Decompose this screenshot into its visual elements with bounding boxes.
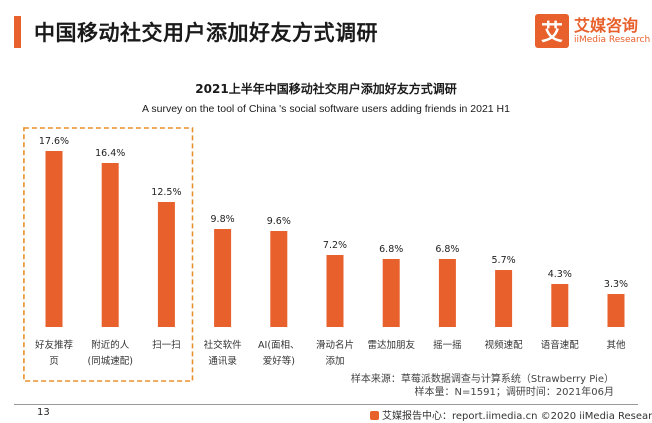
bar-10	[607, 294, 625, 327]
footer-brand-text: 艾媒报告中心：report.iimedia.cn ©2020 iiMedia R…	[382, 411, 652, 422]
value-label-8: 5.7%	[492, 255, 516, 266]
bar-0	[45, 151, 63, 327]
category-label-8-0: 视频速配	[485, 339, 524, 351]
bar-9	[551, 284, 569, 327]
category-label-2-0: 扫一扫	[152, 339, 181, 351]
value-label-4: 9.6%	[267, 216, 291, 227]
bar-8	[495, 270, 513, 327]
logo-cn-text: 艾媒咨询	[574, 16, 639, 35]
category-label-4-1: 爱好等)	[263, 355, 295, 367]
value-label-10: 3.3%	[604, 279, 628, 290]
category-label-6-0: 雷达加朋友	[367, 339, 415, 351]
category-label-0-1: 页	[49, 356, 59, 367]
iimedia-logo: 艾 艾媒咨询 iiMedia Research	[535, 12, 650, 56]
value-label-9: 4.3%	[548, 269, 572, 280]
footer-logo-icon	[370, 411, 379, 420]
title-accent-bar	[14, 16, 21, 48]
bar-7	[438, 259, 456, 327]
value-label-2: 12.5%	[151, 187, 181, 198]
category-label-5-1: 添加	[325, 356, 344, 367]
value-label-1: 16.4%	[95, 148, 125, 159]
bar-3	[214, 229, 232, 327]
page-title: 中国移动社交用户添加好友方式调研	[34, 21, 378, 45]
logo-mark-icon: 艾	[535, 14, 569, 48]
highlight-frame	[23, 127, 194, 382]
footer-brand: 艾媒报告中心：report.iimedia.cn ©2020 iiMedia R…	[370, 407, 652, 422]
source-sample-origin: 样本来源：草莓派数据调查与计算系统（Strawberry Pie）	[350, 374, 614, 385]
footer-divider	[14, 404, 638, 405]
category-label-1-0: 附近的人	[91, 339, 130, 351]
source-sample-size: 样本量：N=1591；调研时间：2021年06月	[414, 387, 614, 398]
category-label-0-0: 好友推荐	[35, 339, 74, 351]
category-label-3-0: 社交软件	[204, 339, 243, 351]
bar-4	[270, 231, 288, 327]
value-label-3: 9.8%	[211, 214, 235, 225]
value-label-0: 17.6%	[39, 136, 69, 147]
chart-subtitle: A survey on the tool of China 's social …	[142, 103, 510, 115]
category-label-9-0: 语音速配	[541, 339, 580, 351]
category-label-7-0: 摇一摇	[433, 339, 462, 351]
bar-6	[382, 259, 400, 327]
category-label-3-1: 通讯录	[208, 356, 237, 367]
page-number: 13	[37, 407, 50, 418]
category-label-4-0: AI(面相、	[258, 339, 300, 351]
bar-2	[157, 202, 175, 327]
value-label-6: 6.8%	[379, 244, 403, 255]
category-label-5-0: 滑动名片	[316, 339, 354, 351]
bar-1	[101, 163, 119, 327]
value-label-7: 6.8%	[435, 244, 459, 255]
logo-en-text: iiMedia Research	[574, 35, 651, 45]
chart-title: 2021上半年中国移动社交用户添加好友方式调研	[195, 82, 457, 96]
category-label-1-1: (同城速配)	[87, 356, 132, 367]
value-label-5: 7.2%	[323, 240, 347, 251]
bar-5	[326, 255, 344, 327]
category-label-10-0: 其他	[606, 339, 626, 351]
